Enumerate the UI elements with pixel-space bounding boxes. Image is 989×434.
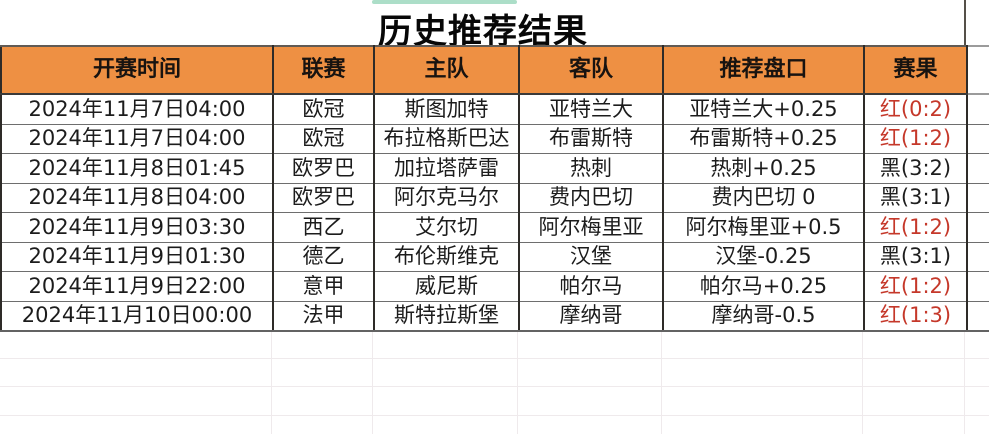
cell-result[interactable]: 黑(3:1) xyxy=(864,183,968,213)
grid-margin-cell xyxy=(967,45,989,95)
empty-grid-column-line xyxy=(271,332,272,434)
grid-column-line xyxy=(964,332,965,434)
grid-margin-cell xyxy=(967,124,989,154)
cell-handicap[interactable]: 阿尔梅里亚+0.5 xyxy=(663,212,865,243)
cell-away-team[interactable]: 帕尔马 xyxy=(519,271,664,302)
cell-league[interactable]: 德乙 xyxy=(273,242,375,272)
cell-home-team[interactable]: 艾尔切 xyxy=(374,212,520,243)
col-header-away-team[interactable]: 客队 xyxy=(519,45,664,95)
table-row: 2024年11月9日01:30 德乙 布伦斯维克 汉堡 汉堡-0.25 黑(3:… xyxy=(0,242,989,272)
results-table: 开赛时间 联赛 主队 客队 推荐盘口 赛果 2024年11月7日04:00 欧冠… xyxy=(0,45,989,332)
cell-away-team[interactable]: 汉堡 xyxy=(519,242,664,272)
empty-grid-column-line xyxy=(372,332,373,434)
cell-home-team[interactable]: 威尼斯 xyxy=(374,271,520,302)
empty-grid-row-line xyxy=(0,358,989,359)
cell-handicap[interactable]: 费内巴切 0 xyxy=(663,183,865,213)
grid-margin-cell xyxy=(967,242,989,272)
empty-grid-row-line xyxy=(0,386,989,387)
cell-league[interactable]: 欧罗巴 xyxy=(273,183,375,213)
empty-grid-column-line xyxy=(517,332,518,434)
cell-handicap[interactable]: 摩纳哥-0.5 xyxy=(663,301,865,332)
cell-result[interactable]: 黑(3:2) xyxy=(864,153,968,184)
cell-result[interactable]: 红(1:2) xyxy=(864,124,968,154)
col-header-home-team[interactable]: 主队 xyxy=(374,45,520,95)
cell-home-team[interactable]: 斯图加特 xyxy=(374,94,520,125)
empty-grid-column-line xyxy=(862,332,863,434)
cell-league[interactable]: 欧罗巴 xyxy=(273,153,375,184)
cell-start-time[interactable]: 2024年11月9日22:00 xyxy=(0,271,274,302)
cell-start-time[interactable]: 2024年11月7日04:00 xyxy=(0,94,274,125)
table-row: 2024年11月8日01:45 欧罗巴 加拉塔萨雷 热刺 热刺+0.25 黑(3… xyxy=(0,153,989,184)
cell-home-team[interactable]: 布伦斯维克 xyxy=(374,242,520,272)
grid-margin-cell xyxy=(967,212,989,243)
cell-handicap[interactable]: 帕尔马+0.25 xyxy=(663,271,865,302)
table-row: 2024年11月7日04:00 欧冠 斯图加特 亚特兰大 亚特兰大+0.25 红… xyxy=(0,94,989,125)
cell-handicap[interactable]: 热刺+0.25 xyxy=(663,153,865,184)
cell-result[interactable]: 红(1:2) xyxy=(864,212,968,243)
cell-start-time[interactable]: 2024年11月7日04:00 xyxy=(0,124,274,154)
cell-result[interactable]: 黑(3:1) xyxy=(864,242,968,272)
cell-result[interactable]: 红(1:3) xyxy=(864,301,968,332)
cell-start-time[interactable]: 2024年11月8日01:45 xyxy=(0,153,274,184)
grid-margin-cell xyxy=(967,183,989,213)
cell-league[interactable]: 西乙 xyxy=(273,212,375,243)
grid-margin-cell xyxy=(967,94,989,125)
table-row: 2024年11月10日00:00 法甲 斯特拉斯堡 摩纳哥 摩纳哥-0.5 红(… xyxy=(0,301,989,332)
cell-handicap[interactable]: 亚特兰大+0.25 xyxy=(663,94,865,125)
cell-result[interactable]: 红(0:2) xyxy=(864,94,968,125)
table-row: 2024年11月7日04:00 欧冠 布拉格斯巴达 布雷斯特 布雷斯特+0.25… xyxy=(0,124,989,154)
cell-league[interactable]: 意甲 xyxy=(273,271,375,302)
table-row: 2024年11月8日04:00 欧罗巴 阿尔克马尔 费内巴切 费内巴切 0 黑(… xyxy=(0,183,989,213)
grid-margin-cell xyxy=(967,271,989,302)
cell-home-team[interactable]: 阿尔克马尔 xyxy=(374,183,520,213)
cell-home-team[interactable]: 布拉格斯巴达 xyxy=(374,124,520,154)
cell-start-time[interactable]: 2024年11月9日03:30 xyxy=(0,212,274,243)
cell-away-team[interactable]: 摩纳哥 xyxy=(519,301,664,332)
empty-grid-column-line xyxy=(661,332,662,434)
cell-result[interactable]: 红(1:2) xyxy=(864,271,968,302)
cell-start-time[interactable]: 2024年11月10日00:00 xyxy=(0,301,274,332)
col-header-start-time[interactable]: 开赛时间 xyxy=(0,45,274,95)
grid-column-line xyxy=(964,0,966,46)
cell-league[interactable]: 欧冠 xyxy=(273,124,375,154)
cell-home-team[interactable]: 加拉塔萨雷 xyxy=(374,153,520,184)
header-row: 开赛时间 联赛 主队 客队 推荐盘口 赛果 xyxy=(0,45,989,95)
cell-away-team[interactable]: 费内巴切 xyxy=(519,183,664,213)
cell-away-team[interactable]: 布雷斯特 xyxy=(519,124,664,154)
grid-margin-cell xyxy=(967,153,989,184)
col-header-result[interactable]: 赛果 xyxy=(864,45,968,95)
table-row: 2024年11月9日03:30 西乙 艾尔切 阿尔梅里亚 阿尔梅里亚+0.5 红… xyxy=(0,212,989,243)
empty-grid-row-line xyxy=(0,415,989,416)
cell-league[interactable]: 欧冠 xyxy=(273,94,375,125)
col-header-league[interactable]: 联赛 xyxy=(273,45,375,95)
cell-start-time[interactable]: 2024年11月8日04:00 xyxy=(0,183,274,213)
grid-margin-cell xyxy=(967,301,989,332)
cell-handicap[interactable]: 布雷斯特+0.25 xyxy=(663,124,865,154)
selection-highlight-bar xyxy=(372,0,517,4)
table-row: 2024年11月9日22:00 意甲 威尼斯 帕尔马 帕尔马+0.25 红(1:… xyxy=(0,271,989,302)
cell-start-time[interactable]: 2024年11月9日01:30 xyxy=(0,242,274,272)
cell-league[interactable]: 法甲 xyxy=(273,301,375,332)
col-header-handicap[interactable]: 推荐盘口 xyxy=(663,45,865,95)
cell-away-team[interactable]: 亚特兰大 xyxy=(519,94,664,125)
cell-away-team[interactable]: 阿尔梅里亚 xyxy=(519,212,664,243)
cell-handicap[interactable]: 汉堡-0.25 xyxy=(663,242,865,272)
cell-home-team[interactable]: 斯特拉斯堡 xyxy=(374,301,520,332)
cell-away-team[interactable]: 热刺 xyxy=(519,153,664,184)
